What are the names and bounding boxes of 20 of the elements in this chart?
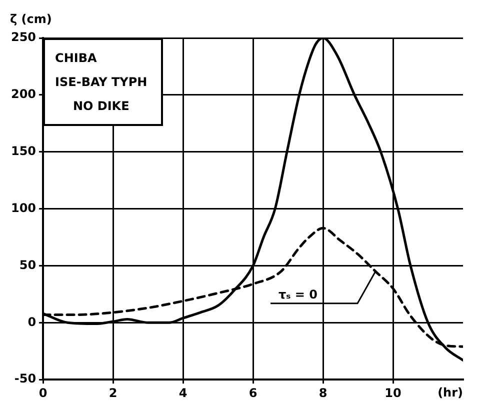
y-tick-label: 0 (28, 314, 36, 329)
x-tick-label: 8 (318, 386, 328, 400)
x-axis-title: (hr) (438, 386, 463, 400)
y-tick-label: 200 (10, 87, 36, 102)
y-axis-title: ζ (cm) (10, 12, 52, 26)
x-tick-label: 6 (248, 386, 258, 400)
y-tick-label: -50 (14, 372, 36, 386)
x-tick-label: 10 (384, 386, 402, 400)
y-tick-label: 250 (10, 30, 36, 44)
annotation: CHIBA (55, 50, 98, 67)
annotation: NO DIKE (72, 98, 130, 115)
label-box: CHIBA ISE-BAY TYPH NO DIKE (43, 38, 164, 126)
y-tick-label: 150 (10, 144, 36, 158)
y-tick-label: 50 (19, 258, 36, 272)
annotation: ISE-BAY TYPH (55, 74, 148, 91)
y-tick-label: 100 (10, 200, 36, 215)
x-tick-label: 2 (108, 386, 118, 400)
annotation: τₛ = 0 (278, 288, 318, 302)
x-tick-label: 4 (178, 386, 188, 400)
x-tick-label: 0 (38, 386, 48, 400)
